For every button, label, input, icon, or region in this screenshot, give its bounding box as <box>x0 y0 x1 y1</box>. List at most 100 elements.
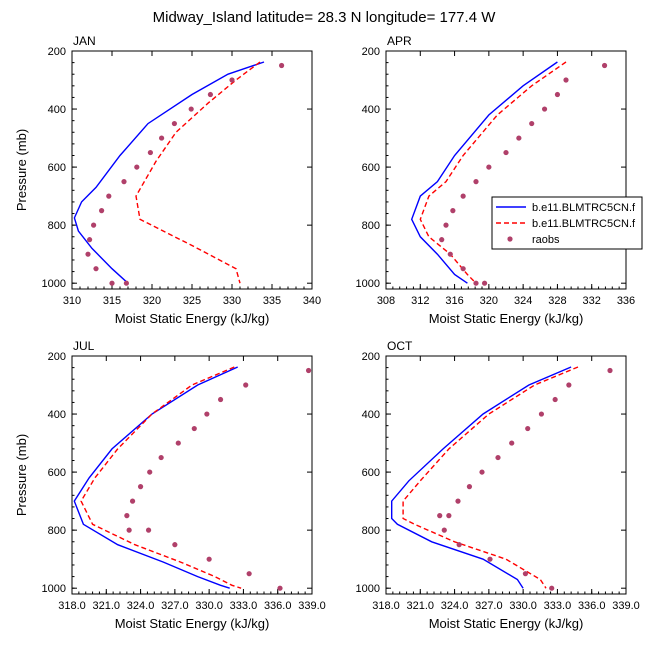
x-tick-label: 330.0 <box>509 600 537 612</box>
panel-title: OCT <box>387 339 413 353</box>
raobs-point <box>455 498 461 504</box>
raobs-point <box>147 469 153 475</box>
model-solid-line <box>73 366 238 589</box>
raobs-point <box>175 440 181 446</box>
x-tick-label: 330 <box>223 295 241 307</box>
plot-area <box>73 366 312 591</box>
raobs-point <box>522 571 529 577</box>
y-tick-label: 1000 <box>42 278 66 290</box>
raobs-point <box>172 542 178 548</box>
x-tick-label: 332 <box>583 295 601 307</box>
x-axis-label: Moist Static Energy (kJ/kg) <box>429 311 584 326</box>
y-tick-label: 200 <box>48 46 66 58</box>
y-axis-label: Pressure (mb) <box>14 129 29 211</box>
model-dashed-line <box>80 366 242 589</box>
x-axis-label: Moist Static Energy (kJ/kg) <box>115 311 270 326</box>
raobs-point <box>441 527 447 533</box>
raobs-point <box>473 179 479 185</box>
raobs-point <box>93 266 99 272</box>
model-dashed-line <box>402 366 579 589</box>
raobs-point <box>188 106 194 112</box>
raobs-point <box>277 585 283 591</box>
y-tick-label: 400 <box>48 409 66 421</box>
legend: b.e11.BLMTRC5CN.f b.e11.BLMTRC5CN.f raobs <box>491 196 643 250</box>
raobs-point <box>204 411 210 417</box>
raobs-point <box>450 208 456 214</box>
raobs-point <box>124 513 130 519</box>
y-tick-label: 1000 <box>356 278 380 290</box>
raobs-point <box>538 411 545 417</box>
raobs-point <box>246 571 252 577</box>
raobs-point <box>129 498 136 504</box>
x-tick-label: 328 <box>548 295 566 307</box>
raobs-point <box>171 120 177 127</box>
x-tick-label: 325 <box>183 295 201 307</box>
x-tick-label: 330.0 <box>195 600 223 612</box>
raobs-point <box>486 164 492 170</box>
raobs-point <box>552 396 558 403</box>
x-tick-label: 320 <box>143 295 161 307</box>
raobs-point <box>439 237 445 243</box>
legend-label: b.e11.BLMTRC5CN.f <box>532 202 636 214</box>
raobs-point <box>147 149 153 156</box>
raobs-point <box>206 556 212 562</box>
x-tick-label: 318.0 <box>58 600 86 612</box>
panel-jul: 318.0 321.0 324.0 327.0 330.0 333.0 336.0 339.0… <box>14 339 326 631</box>
raobs-point <box>99 208 105 214</box>
raobs-point <box>509 440 515 446</box>
raobs-point <box>481 280 488 286</box>
x-tick-label: 333.0 <box>230 600 258 612</box>
plot-area <box>73 61 285 286</box>
raobs-point <box>607 367 613 374</box>
raobs-point <box>191 425 197 432</box>
raobs-point <box>159 135 165 141</box>
raobs-point <box>503 149 509 156</box>
x-tick-label: 321.0 <box>93 600 121 612</box>
model-solid-line <box>73 61 265 284</box>
x-tick-label: 312 <box>411 295 429 307</box>
x-tick-label: 324.0 <box>441 600 469 612</box>
raobs-point <box>516 135 522 141</box>
y-tick-label: 200 <box>362 351 380 363</box>
raobs-point <box>126 527 132 533</box>
legend-marker <box>507 236 513 242</box>
raobs-point <box>460 266 466 272</box>
panel-title: JUL <box>73 339 95 353</box>
x-tick-label: 333.0 <box>544 600 572 612</box>
raobs-point <box>207 91 213 98</box>
x-tick-label: 336.0 <box>264 600 292 612</box>
x-tick-label: 339.0 <box>612 600 640 612</box>
raobs-point <box>217 396 224 403</box>
raobs-point <box>466 484 473 490</box>
raobs-point <box>437 513 443 519</box>
y-tick-label: 600 <box>48 162 66 174</box>
raobs-point <box>145 527 152 533</box>
x-axis-label: Moist Static Energy (kJ/kg) <box>115 616 270 631</box>
raobs-point <box>495 454 501 461</box>
y-tick-label: 1000 <box>356 583 380 595</box>
model-solid-line <box>391 366 572 589</box>
panel-title: APR <box>387 34 412 48</box>
raobs-point <box>460 193 466 199</box>
raobs-point <box>91 222 97 228</box>
raobs-point <box>134 164 140 170</box>
y-axis-label: Pressure (mb) <box>14 434 29 516</box>
raobs-point <box>525 425 531 432</box>
x-tick-label: 327.0 <box>475 600 503 612</box>
legend-label: b.e11.BLMTRC5CN.f <box>532 218 636 230</box>
y-tick-label: 200 <box>362 46 380 58</box>
x-tick-label: 308 <box>377 295 395 307</box>
x-tick-label: 327.0 <box>161 600 189 612</box>
x-tick-label: 310 <box>63 295 81 307</box>
plot-frame <box>71 50 313 290</box>
raobs-point <box>229 77 235 83</box>
raobs-point <box>487 556 493 562</box>
raobs-point <box>473 280 479 286</box>
raobs-point <box>121 179 127 185</box>
y-tick-label: 1000 <box>42 583 66 595</box>
x-tick-label: 339.0 <box>298 600 326 612</box>
raobs-point <box>109 280 115 286</box>
y-tick-label: 600 <box>362 162 380 174</box>
panels: 310 315 320 325 330 335 340 200 400 600 800 1000 JAN… <box>14 34 640 631</box>
